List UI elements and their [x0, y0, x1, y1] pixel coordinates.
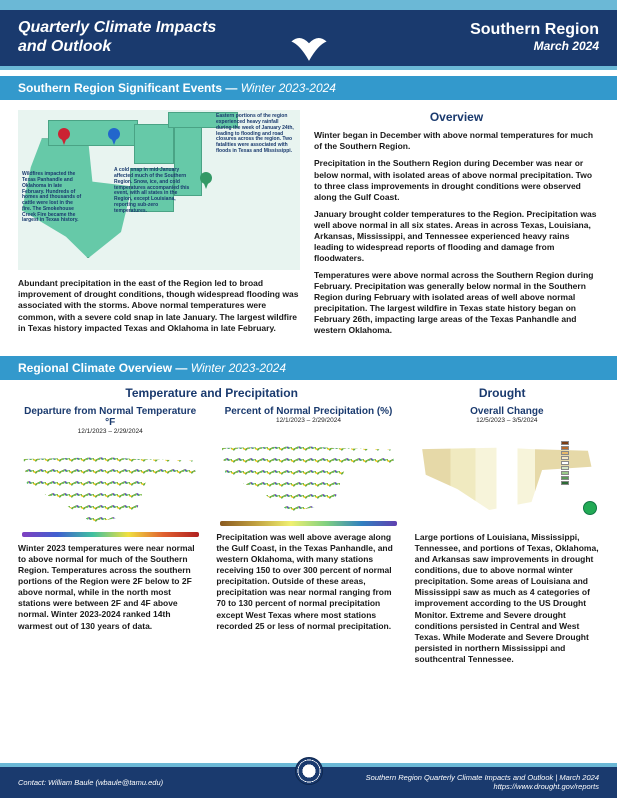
- page: Quarterly Climate Impacts and Outlook So…: [0, 0, 617, 798]
- precip-range: 12/1/2023 – 2/29/2024: [216, 417, 400, 424]
- events-summary: Abundant precipitation in the east of th…: [18, 278, 300, 333]
- header-title-line2: and Outlook: [18, 37, 216, 56]
- temp-map: [18, 438, 202, 528]
- header-region: Southern Region: [470, 21, 599, 39]
- header-band: Quarterly Climate Impacts and Outlook So…: [0, 10, 617, 66]
- temp-colorbar: [22, 532, 199, 537]
- footer-right: Southern Region Quarterly Climate Impact…: [366, 773, 599, 793]
- top-accent-bar: [0, 0, 617, 10]
- section2-subtitle: Winter 2023-2024: [187, 361, 286, 375]
- noaa-seal-icon: [295, 757, 323, 785]
- footer-line1: Southern Region Quarterly Climate Impact…: [366, 773, 599, 783]
- temp-range: 12/1/2023 – 2/29/2024: [18, 428, 202, 435]
- overview-p2: Precipitation in the Southern Region dur…: [314, 158, 599, 202]
- drought-legend: [561, 441, 597, 486]
- drought-map: [415, 427, 599, 517]
- temp-title: Departure from Normal Temperature °F: [18, 406, 202, 428]
- col-drought: Overall Change 12/5/2023 – 3/5/2024: [415, 406, 599, 671]
- overview-title: Overview: [314, 110, 599, 124]
- header-title: Quarterly Climate Impacts and Outlook: [18, 18, 216, 56]
- header-title-line1: Quarterly Climate Impacts: [18, 18, 216, 37]
- climate-three-col: Departure from Normal Temperature °F 12/…: [0, 402, 617, 677]
- group-temp-precip-title: Temperature and Precipitation: [18, 386, 405, 400]
- drought-text: Large portions of Louisiana, Mississippi…: [415, 532, 599, 665]
- overview-p4: Temperatures were above normal across th…: [314, 270, 599, 336]
- pin-cold-icon: [108, 128, 120, 146]
- section1-subtitle: Winter 2023-2024: [237, 81, 336, 95]
- overview-p1: Winter began in December with above norm…: [314, 130, 599, 152]
- temp-text: Winter 2023 temperatures were near norma…: [18, 543, 202, 631]
- col-temperature: Departure from Normal Temperature °F 12/…: [18, 406, 202, 671]
- precip-title: Percent of Normal Precipitation (%): [216, 406, 400, 417]
- climate-group-heads: Temperature and Precipitation Drought: [0, 380, 617, 402]
- events-content: Wildfires impacted the Texas Panhandle a…: [0, 100, 617, 350]
- header-right: Southern Region March 2024: [470, 21, 599, 53]
- precip-map-dots: [218, 431, 398, 515]
- precip-text: Precipitation was well above average alo…: [216, 532, 400, 631]
- footer-line2: https://www.drought.gov/reports: [366, 782, 599, 792]
- section1-bar: Southern Region Significant Events — Win…: [0, 76, 617, 100]
- callout-wildfire: Wildfires impacted the Texas Panhandle a…: [22, 172, 82, 224]
- map-arkansas: [134, 124, 174, 164]
- footer: Contact: William Baule (wbaule@tamu.edu)…: [0, 763, 617, 798]
- col-precip: Percent of Normal Precipitation (%) 12/1…: [216, 406, 400, 671]
- drought-range: 12/5/2023 – 3/5/2024: [415, 417, 599, 424]
- section2-title: Regional Climate Overview —: [18, 361, 187, 375]
- overview-col: Overview Winter began in December with a…: [314, 110, 599, 342]
- ndmc-seal-icon: [583, 501, 597, 515]
- callout-flood: Eastern portions of the region experienc…: [216, 114, 294, 154]
- callout-cold: A cold snap in mid-January affected much…: [114, 168, 190, 214]
- section1-title: Southern Region Significant Events —: [18, 81, 237, 95]
- events-left-col: Wildfires impacted the Texas Panhandle a…: [18, 110, 300, 342]
- noaa-bird-icon: [287, 21, 331, 65]
- header-date: March 2024: [470, 39, 599, 53]
- temp-map-dots: [20, 442, 200, 526]
- group-drought-title: Drought: [405, 386, 599, 400]
- precip-colorbar: [220, 521, 397, 526]
- drought-title: Overall Change: [415, 406, 599, 417]
- pin-wildfire-icon: [58, 128, 70, 146]
- section2-bar: Regional Climate Overview — Winter 2023-…: [0, 356, 617, 380]
- overview-p3: January brought colder temperatures to t…: [314, 209, 599, 264]
- header-underline: [0, 66, 617, 70]
- events-map: Wildfires impacted the Texas Panhandle a…: [18, 110, 300, 270]
- pin-flood-icon: [200, 172, 212, 190]
- precip-map: [216, 427, 400, 517]
- footer-contact: Contact: William Baule (wbaule@tamu.edu): [18, 778, 163, 787]
